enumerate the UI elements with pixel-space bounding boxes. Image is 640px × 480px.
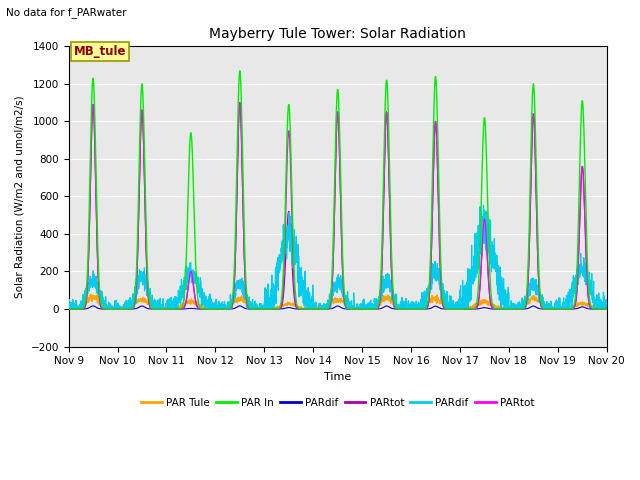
X-axis label: Time: Time [324, 372, 351, 382]
Text: MB_tule: MB_tule [74, 45, 127, 59]
Y-axis label: Solar Radiation (W/m2 and umol/m2/s): Solar Radiation (W/m2 and umol/m2/s) [15, 95, 25, 298]
Legend: PAR Tule, PAR In, PARdif, PARtot, PARdif, PARtot: PAR Tule, PAR In, PARdif, PARtot, PARdif… [137, 394, 538, 412]
Text: No data for f_PARwater: No data for f_PARwater [6, 7, 127, 18]
Title: Mayberry Tule Tower: Solar Radiation: Mayberry Tule Tower: Solar Radiation [209, 27, 466, 41]
